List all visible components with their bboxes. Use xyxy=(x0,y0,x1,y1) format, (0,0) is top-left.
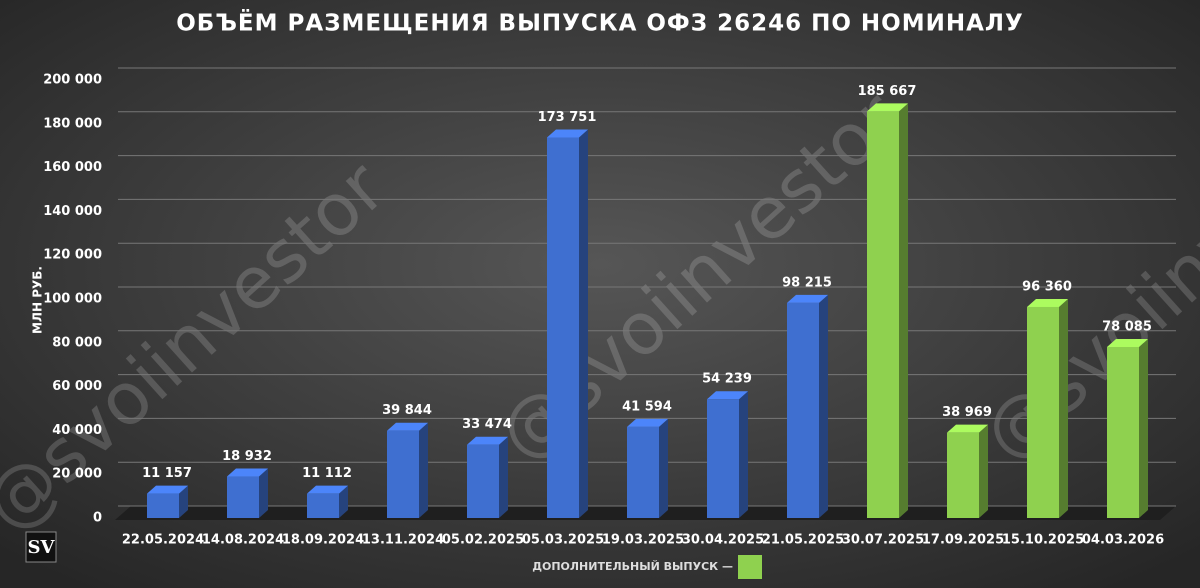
value-label: 54 239 xyxy=(702,372,752,387)
x-tick-label: 30.04.2025 xyxy=(682,533,764,548)
value-label: 41 594 xyxy=(622,399,672,414)
value-label: 173 751 xyxy=(538,110,597,125)
value-label: 98 215 xyxy=(782,275,832,290)
bar xyxy=(227,476,259,518)
bar-top xyxy=(707,391,748,400)
bar xyxy=(467,444,499,518)
bar xyxy=(1027,306,1059,518)
y-tick-label: 160 000 xyxy=(43,160,102,175)
y-tick-label: 20 000 xyxy=(52,467,102,482)
x-tick-label: 13.11.2024 xyxy=(362,533,444,548)
chart-title: ОБЪЁМ РАЗМЕЩЕНИЯ ВЫПУСКА ОФЗ 26246 ПО НО… xyxy=(176,9,1024,37)
y-tick-label: 120 000 xyxy=(43,248,102,263)
bar xyxy=(707,399,739,518)
x-tick-label: 19.03.2025 xyxy=(602,533,684,548)
value-label: 38 969 xyxy=(942,405,992,420)
x-tick-label: 22.05.2024 xyxy=(122,533,204,548)
bar-side xyxy=(499,436,508,518)
x-tick-label: 05.02.2025 xyxy=(442,533,524,548)
value-label: 185 667 xyxy=(858,84,917,99)
x-tick-label: 15.10.2025 xyxy=(1002,533,1084,548)
bar xyxy=(147,493,179,518)
y-tick-label: 180 000 xyxy=(43,116,102,131)
y-tick-label: 100 000 xyxy=(43,292,102,307)
x-tick-label: 14.08.2024 xyxy=(202,533,284,548)
value-label: 11 112 xyxy=(302,466,352,481)
y-tick-label: 60 000 xyxy=(52,379,102,394)
bar-top xyxy=(547,129,588,138)
value-label: 96 360 xyxy=(1022,279,1072,294)
bar-side xyxy=(899,103,908,518)
x-tick-label: 30.07.2025 xyxy=(842,533,924,548)
value-label: 78 085 xyxy=(1102,319,1152,334)
bar-side xyxy=(1139,338,1148,518)
legend-swatch xyxy=(738,555,762,579)
bar xyxy=(547,137,579,519)
bar xyxy=(387,430,419,518)
bar xyxy=(867,111,899,518)
bar-side xyxy=(579,129,588,519)
bar-side xyxy=(419,422,428,518)
y-tick-label: 80 000 xyxy=(52,335,102,350)
bar-side xyxy=(1059,298,1068,518)
bar-top xyxy=(1107,338,1148,347)
bar-top xyxy=(227,468,268,477)
bar-top xyxy=(947,424,988,433)
y-tick-label: 0 xyxy=(93,511,102,526)
y-tick-label: 200 000 xyxy=(43,73,102,88)
bar xyxy=(1107,346,1139,518)
legend-label: ДОПОЛНИТЕЛЬНЫЙ ВЫПУСК — xyxy=(532,560,733,573)
bar-side xyxy=(259,468,268,518)
bar-top xyxy=(787,294,828,303)
bar xyxy=(627,426,659,518)
y-tick-label: 40 000 xyxy=(52,423,102,438)
bar-top xyxy=(867,103,908,112)
bar-side xyxy=(339,485,348,518)
bar-side xyxy=(179,485,188,518)
x-tick-label: 17.09.2025 xyxy=(922,533,1004,548)
bar-top xyxy=(147,485,188,494)
bar xyxy=(307,493,339,518)
bar-top xyxy=(627,418,668,427)
value-label: 18 932 xyxy=(222,449,272,464)
bar-side xyxy=(819,294,828,518)
bar-top xyxy=(467,436,508,445)
y-axis-label: МЛН РУБ. xyxy=(31,266,45,334)
x-tick-label: 18.09.2024 xyxy=(282,533,364,548)
logo: SV xyxy=(28,537,56,558)
x-tick-label: 21.05.2025 xyxy=(762,533,844,548)
x-tick-label: 04.03.2026 xyxy=(1082,533,1164,548)
bar xyxy=(947,432,979,518)
bar-side xyxy=(979,424,988,518)
value-label: 33 474 xyxy=(462,417,512,432)
value-label: 39 844 xyxy=(382,403,432,418)
bar-side xyxy=(659,418,668,518)
logo-box xyxy=(25,531,57,563)
bar-top xyxy=(1027,298,1068,307)
bar-side xyxy=(739,391,748,518)
value-label: 11 157 xyxy=(142,466,192,481)
bar-top xyxy=(307,485,348,494)
bar xyxy=(787,302,819,518)
y-tick-label: 140 000 xyxy=(43,204,102,219)
x-tick-label: 05.03.2025 xyxy=(522,533,604,548)
bar-top xyxy=(387,422,428,431)
